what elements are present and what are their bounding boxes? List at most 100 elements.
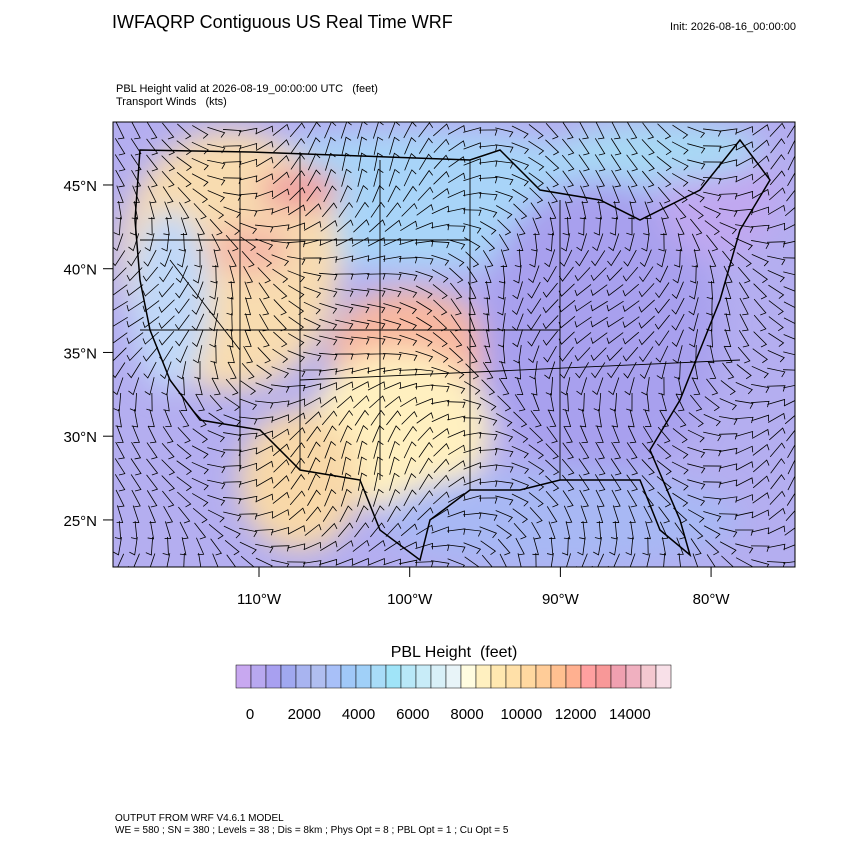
- colorbar-box: [400, 664, 417, 689]
- wind-barb: [783, 317, 795, 324]
- wind-barb: [195, 217, 205, 236]
- wind-barb: [595, 201, 602, 220]
- wind-barb: [528, 156, 545, 171]
- wind-barb: [659, 521, 669, 540]
- wind-barb: [495, 510, 513, 523]
- wind-barb: [690, 394, 703, 412]
- wind-barb: [706, 280, 713, 300]
- wind-barb: [704, 396, 720, 412]
- wind-barb: [416, 300, 433, 315]
- wind-barb: [383, 256, 402, 263]
- wind-barb: [335, 319, 354, 330]
- colorbar-box: [415, 664, 432, 689]
- wind-barb: [579, 489, 589, 508]
- wind-barb: [244, 313, 252, 332]
- wind-barb: [286, 240, 306, 248]
- wind-barb: [132, 505, 140, 523]
- wind-barb: [561, 458, 575, 476]
- colorbar-box: [280, 664, 297, 689]
- wind-barb: [544, 361, 556, 380]
- wind-barb: [401, 410, 418, 425]
- colorbar-box: [505, 664, 522, 689]
- wind-barb: [638, 283, 655, 298]
- wind-barb: [321, 202, 338, 218]
- wind-barb: [114, 474, 126, 492]
- wind-barb: [320, 396, 338, 408]
- wind-barb: [527, 314, 542, 331]
- wind-barb: [210, 264, 217, 284]
- wind-barb: [768, 316, 784, 332]
- wind-barb: [367, 255, 386, 262]
- wind-barb: [351, 303, 370, 314]
- wind-barb: [146, 138, 159, 156]
- wind-barb: [431, 366, 450, 378]
- wind-barb: [211, 377, 221, 396]
- wind-barb: [784, 206, 795, 217]
- wind-barb: [270, 545, 290, 552]
- wind-barb: [271, 509, 290, 519]
- wind-barb: [784, 414, 795, 425]
- wind-barb: [226, 554, 237, 567]
- wind-barb: [418, 473, 433, 490]
- wind-barb: [768, 412, 786, 423]
- wind-barb: [753, 314, 767, 332]
- wind-barb: [720, 380, 736, 396]
- wind-barb: [271, 414, 290, 422]
- wind-barb: [144, 233, 155, 252]
- wind-label: Transport Winds (kts): [116, 96, 227, 108]
- wind-barb: [338, 201, 354, 218]
- wind-barb: [579, 442, 590, 460]
- wind-barb: [590, 332, 608, 344]
- wind-barb: [255, 430, 273, 438]
- wind-barb: [783, 286, 795, 292]
- wind-barb: [273, 331, 288, 348]
- wind-barb: [622, 283, 640, 297]
- wind-barb: [227, 249, 237, 268]
- wind-barb: [272, 428, 290, 440]
- wind-barb: [751, 509, 770, 519]
- wind-barb: [528, 460, 545, 475]
- wind-barb: [496, 413, 513, 427]
- wind-barb: [350, 353, 370, 360]
- wind-barb: [142, 346, 159, 362]
- wind-barb: [403, 169, 417, 187]
- wind-barb: [675, 393, 685, 412]
- wind-barb: [752, 492, 770, 504]
- wind-barb: [176, 156, 193, 172]
- wind-barb: [322, 505, 337, 522]
- colorbar-box: [235, 664, 252, 689]
- wind-barb: [622, 300, 640, 312]
- wind-barb: [495, 144, 514, 153]
- wind-barb: [578, 138, 590, 156]
- wind-barb: [638, 315, 655, 329]
- wind-barb: [146, 122, 158, 140]
- wind-barb: [786, 124, 795, 138]
- wind-barb: [161, 233, 170, 252]
- wind-barb: [319, 558, 338, 566]
- wind-barb: [479, 512, 498, 521]
- wind-barb: [702, 481, 722, 488]
- wind-barb: [529, 427, 544, 444]
- wind-barb: [305, 203, 322, 217]
- colorbar-box: [490, 664, 507, 689]
- wind-barb: [255, 493, 274, 503]
- wind-barb: [663, 552, 666, 567]
- wind-barb: [511, 173, 529, 187]
- wind-barb: [382, 353, 402, 361]
- wind-barb: [625, 537, 634, 556]
- wind-barb: [623, 361, 637, 379]
- wind-barb: [529, 249, 538, 268]
- wind-barb: [113, 377, 124, 396]
- wind-barb: [126, 267, 143, 282]
- wind-barb: [724, 281, 732, 299]
- wind-barb: [577, 537, 586, 556]
- wind-barb: [622, 346, 639, 362]
- wind-barb: [306, 426, 322, 442]
- wind-barb: [356, 184, 369, 203]
- wind-barb: [564, 201, 572, 220]
- wind-barb: [318, 352, 338, 361]
- wind-barb: [463, 223, 482, 234]
- wind-barb: [672, 265, 683, 284]
- wind-barb: [353, 219, 370, 233]
